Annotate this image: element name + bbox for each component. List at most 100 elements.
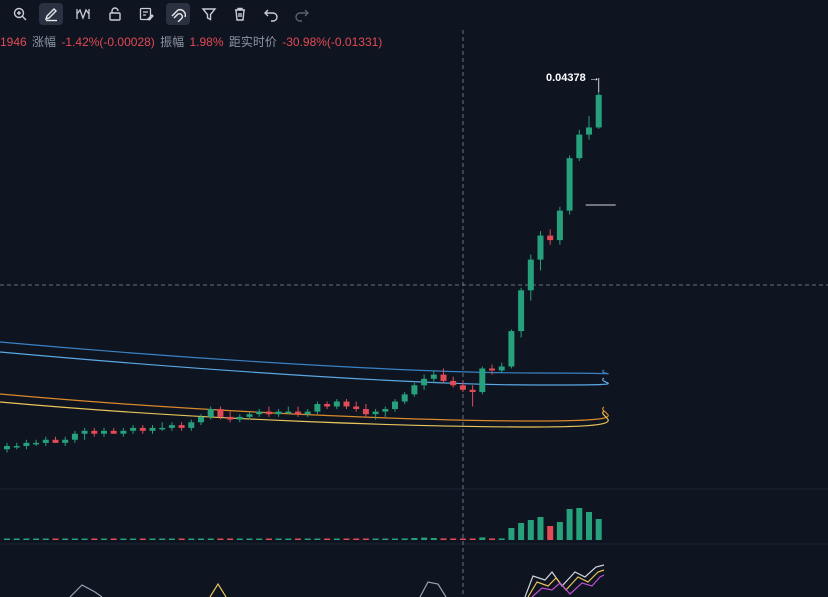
volume-bar [595, 519, 602, 540]
candle-body [159, 427, 166, 430]
volume-bar [285, 538, 292, 540]
ohlc-info-bar: 1946 涨幅 -1.42%(-0.00028) 振幅 1.98% 距实时价 -… [0, 33, 384, 49]
price-fragment: 1946 [0, 35, 27, 49]
candle-body [498, 366, 505, 371]
candle-body [304, 411, 311, 415]
candle-body [81, 430, 88, 434]
candle-body [275, 411, 282, 415]
candle-body [401, 394, 408, 402]
candle-body [479, 368, 486, 393]
candle-body [450, 380, 457, 386]
candle-body [392, 401, 398, 410]
undo-icon [264, 9, 278, 22]
candle-body [256, 411, 263, 415]
candle-body [198, 416, 204, 423]
volume-bar [198, 538, 204, 540]
volume-bar [139, 538, 146, 540]
candle-body [430, 374, 437, 379]
volume-bar [159, 538, 166, 540]
candle-body [459, 385, 466, 390]
ma-line-orange-1 [0, 393, 609, 422]
draw-pen-icon [44, 8, 57, 22]
filter-button[interactable] [197, 3, 221, 25]
candle-body [91, 430, 98, 434]
candle-body [440, 374, 447, 381]
redo-button[interactable] [290, 3, 314, 25]
lock-button[interactable] [103, 3, 127, 25]
volume-bar [314, 538, 321, 540]
volume-bar [168, 538, 175, 540]
candle-body [324, 403, 331, 407]
candle-body [382, 409, 389, 412]
volume-bar [333, 538, 340, 540]
candle-body [285, 411, 292, 414]
candle-body [120, 430, 127, 434]
change-label: 涨幅 [32, 35, 57, 49]
candle-body [217, 409, 224, 417]
candle-body [110, 430, 117, 434]
volume-bar [33, 538, 40, 540]
candle-body [314, 403, 321, 412]
volume-bar [120, 538, 127, 540]
candle-body [547, 235, 554, 241]
amplitude-value: 1.98% [189, 35, 224, 49]
candle-body [23, 442, 30, 447]
redo-icon [295, 9, 309, 22]
candle-body [13, 446, 20, 448]
measure-icon [76, 8, 90, 20]
volume-bar [130, 538, 137, 540]
candle-body [576, 134, 583, 159]
magnet-icon [171, 9, 186, 22]
volume-bar [489, 538, 495, 540]
volume-bar [547, 526, 554, 540]
volume-bar [518, 523, 525, 540]
candle-body [411, 385, 418, 395]
candle-body [343, 401, 350, 407]
volume-bar [23, 538, 30, 540]
trash-button[interactable] [228, 3, 252, 25]
volume-bar [13, 538, 20, 540]
indicator-line-yellow-1 [209, 582, 227, 597]
volume-bar [576, 508, 583, 540]
candle-body [508, 331, 515, 367]
ma-line-blue-1 [0, 341, 609, 375]
indicator-line-white-1 [69, 584, 103, 597]
volume-bar [91, 538, 98, 540]
volume-bar [207, 538, 214, 540]
last-price-arrow-icon: → [588, 72, 600, 84]
change-value: -1.42%(-0.00028) [61, 35, 155, 49]
candle-body [42, 439, 49, 443]
measure-button[interactable] [71, 3, 95, 25]
volume-bar [556, 522, 563, 540]
volume-bar [343, 538, 350, 540]
volume-bar [149, 538, 156, 540]
zoom-in-button[interactable] [8, 3, 32, 25]
candle-body [265, 411, 272, 415]
volume-bar [430, 538, 437, 540]
candle-body [149, 427, 156, 431]
indicator-line-purple [531, 574, 605, 597]
volume-bar [401, 538, 408, 540]
undo-button[interactable] [259, 3, 283, 25]
magnet-button[interactable] [166, 3, 190, 25]
candle-body [333, 401, 340, 407]
last-price-label: 0.04378 → [546, 72, 600, 84]
volume-bar [498, 538, 505, 540]
volume-bar [421, 537, 428, 540]
candle-body [246, 414, 253, 417]
volume-bar [4, 538, 10, 540]
lock-icon [109, 7, 121, 21]
candle-body [62, 439, 69, 443]
candle-body [518, 290, 525, 332]
volume-bar [246, 538, 253, 540]
candle-body [353, 406, 360, 410]
volume-bar [392, 538, 398, 540]
volume-bar [450, 538, 457, 540]
edit-button[interactable] [134, 3, 158, 25]
filter-icon [201, 8, 217, 21]
ma-line-orange-2 [0, 401, 609, 428]
candle-body [52, 439, 59, 443]
draw-pen-button[interactable] [39, 3, 63, 25]
candle-body [295, 411, 301, 415]
